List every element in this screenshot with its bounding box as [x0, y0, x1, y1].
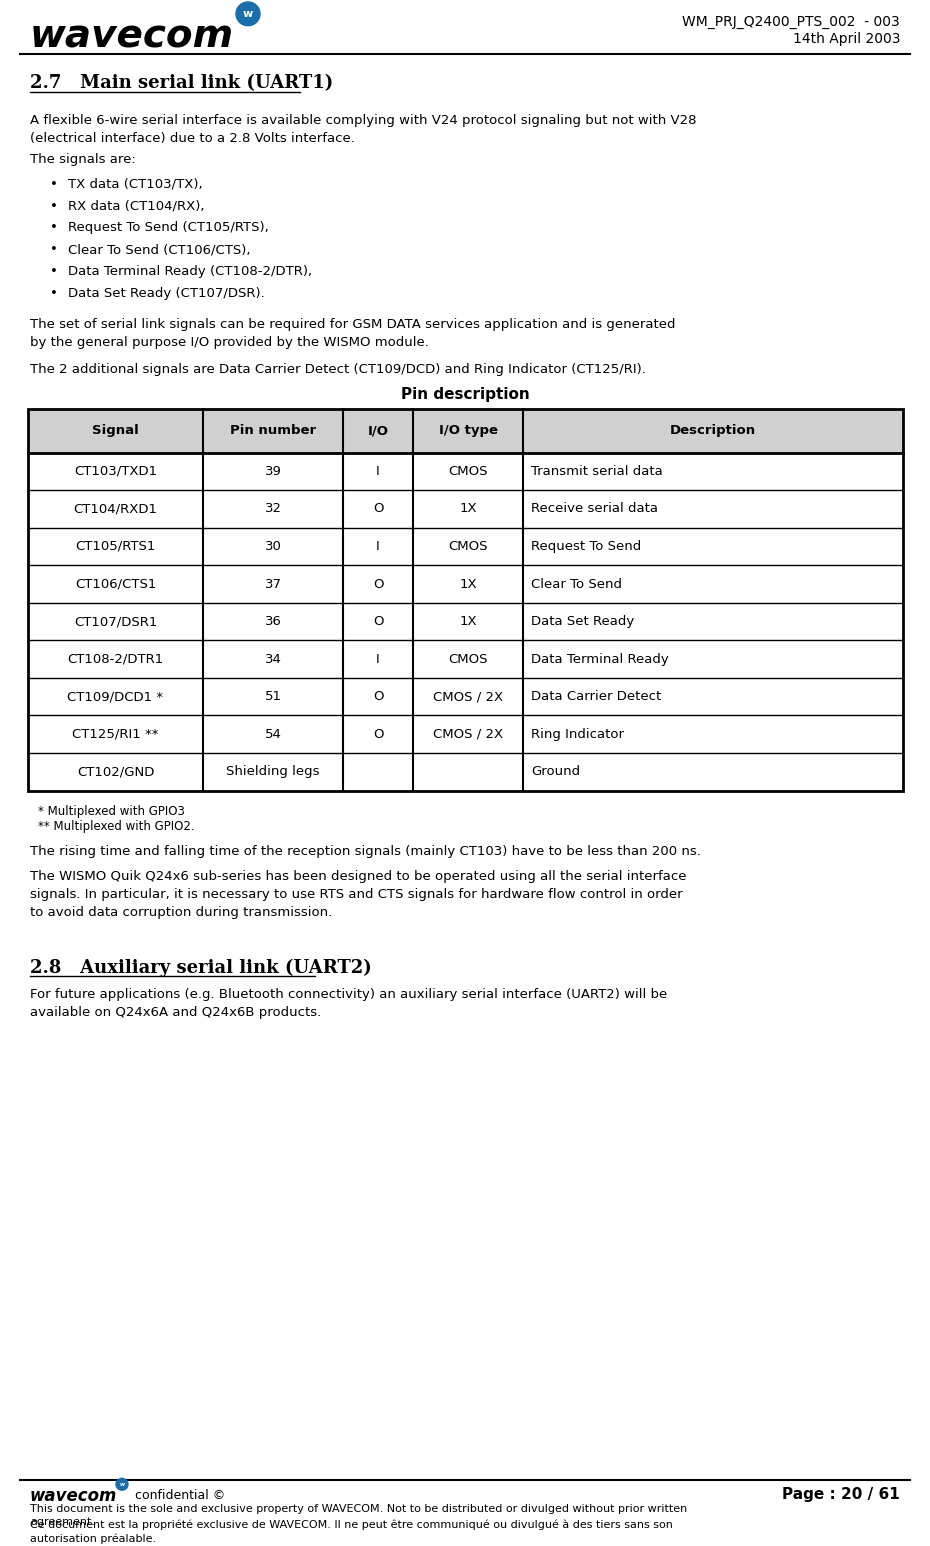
Text: Shielding legs: Shielding legs [226, 765, 320, 778]
Text: 39: 39 [264, 465, 282, 478]
Text: Ring Indicator: Ring Indicator [531, 728, 624, 741]
Text: Data Set Ready (CT107/DSR).: Data Set Ready (CT107/DSR). [68, 286, 265, 300]
Circle shape [116, 1478, 128, 1490]
Text: Clear To Send: Clear To Send [531, 578, 622, 591]
Text: CT105/RTS1: CT105/RTS1 [75, 540, 155, 553]
Text: Pin number: Pin number [230, 424, 316, 438]
Text: 1X: 1X [459, 615, 477, 628]
Text: Data Terminal Ready (CT108-2/DTR),: Data Terminal Ready (CT108-2/DTR), [68, 264, 312, 278]
Text: WM_PRJ_Q2400_PTS_002  - 003: WM_PRJ_Q2400_PTS_002 - 003 [683, 15, 900, 29]
Text: w: w [243, 9, 253, 19]
Text: Data Set Ready: Data Set Ready [531, 615, 634, 628]
Text: Request To Send: Request To Send [531, 540, 642, 553]
Text: I: I [376, 465, 379, 478]
Text: 2.8   Auxiliary serial link (UART2): 2.8 Auxiliary serial link (UART2) [30, 959, 372, 977]
Text: CMOS: CMOS [448, 465, 487, 478]
Text: 1X: 1X [459, 578, 477, 591]
Text: CT102/GND: CT102/GND [77, 765, 154, 778]
Text: Signal: Signal [92, 424, 139, 438]
Text: TX data (CT103/TX),: TX data (CT103/TX), [68, 178, 203, 190]
Text: wavecom: wavecom [30, 19, 234, 56]
Text: Ce document est la propriété exclusive de WAVECOM. Il ne peut être communiqué ou: Ce document est la propriété exclusive d… [30, 1520, 673, 1544]
Text: Request To Send (CT105/RTS),: Request To Send (CT105/RTS), [68, 221, 269, 235]
Text: 30: 30 [264, 540, 282, 553]
Text: ** Multiplexed with GPIO2.: ** Multiplexed with GPIO2. [38, 821, 194, 833]
Text: This document is the sole and exclusive property of WAVECOM. Not to be distribut: This document is the sole and exclusive … [30, 1504, 687, 1527]
Bar [28, 410, 903, 790]
Text: RX data (CT104/RX),: RX data (CT104/RX), [68, 199, 205, 213]
Text: 37: 37 [264, 578, 282, 591]
Text: O: O [373, 690, 383, 703]
Text: A flexible 6-wire serial interface is available complying with V24 protocol sign: A flexible 6-wire serial interface is av… [30, 114, 697, 145]
Text: Receive serial data: Receive serial data [531, 502, 658, 515]
Text: 34: 34 [264, 652, 282, 666]
Text: The signals are:: The signals are: [30, 153, 136, 165]
Text: CT108-2/DTR1: CT108-2/DTR1 [67, 652, 164, 666]
Text: Transmit serial data: Transmit serial data [531, 465, 663, 478]
Text: confidential ©: confidential © [135, 1489, 225, 1503]
Text: O: O [373, 728, 383, 741]
Text: O: O [373, 502, 383, 515]
Text: CMOS / 2X: CMOS / 2X [433, 728, 503, 741]
Bar [28, 410, 903, 453]
Text: Data Carrier Detect: Data Carrier Detect [531, 690, 661, 703]
Text: For future applications (e.g. Bluetooth connectivity) an auxiliary serial interf: For future applications (e.g. Bluetooth … [30, 988, 667, 1019]
Text: CT107/DSR1: CT107/DSR1 [73, 615, 157, 628]
Text: O: O [373, 615, 383, 628]
Text: w: w [119, 1481, 125, 1487]
Text: •: • [50, 199, 58, 213]
Text: 2.7   Main serial link (UART1): 2.7 Main serial link (UART1) [30, 74, 333, 93]
Text: wavecom: wavecom [30, 1487, 117, 1506]
Text: The rising time and falling time of the reception signals (mainly CT103) have to: The rising time and falling time of the … [30, 846, 701, 858]
Text: The 2 additional signals are Data Carrier Detect (CT109/DCD) and Ring Indicator : The 2 additional signals are Data Carrie… [30, 363, 645, 376]
Text: 36: 36 [264, 615, 282, 628]
Text: I: I [376, 652, 379, 666]
Text: Description: Description [670, 424, 756, 438]
Text: 32: 32 [264, 502, 282, 515]
Text: CT106/CTS1: CT106/CTS1 [74, 578, 156, 591]
Text: O: O [373, 578, 383, 591]
Text: CMOS: CMOS [448, 652, 487, 666]
Text: CMOS / 2X: CMOS / 2X [433, 690, 503, 703]
Text: CMOS: CMOS [448, 540, 487, 553]
Text: I: I [376, 540, 379, 553]
Text: •: • [50, 221, 58, 235]
Text: CT109/DCD1 *: CT109/DCD1 * [68, 690, 164, 703]
Text: Pin description: Pin description [401, 388, 529, 402]
Text: 14th April 2003: 14th April 2003 [792, 31, 900, 46]
Text: Ground: Ground [531, 765, 580, 778]
Text: •: • [50, 264, 58, 278]
Text: I/O: I/O [367, 424, 389, 438]
Text: •: • [50, 178, 58, 190]
Text: Clear To Send (CT106/CTS),: Clear To Send (CT106/CTS), [68, 243, 250, 257]
Text: The set of serial link signals can be required for GSM DATA services application: The set of serial link signals can be re… [30, 318, 675, 349]
Text: Data Terminal Ready: Data Terminal Ready [531, 652, 669, 666]
Text: CT104/RXD1: CT104/RXD1 [73, 502, 157, 515]
Text: * Multiplexed with GPIO3: * Multiplexed with GPIO3 [38, 805, 185, 818]
Text: CT125/RI1 **: CT125/RI1 ** [73, 728, 159, 741]
Circle shape [236, 2, 260, 26]
Text: •: • [50, 286, 58, 300]
Text: •: • [50, 243, 58, 257]
Text: 51: 51 [264, 690, 282, 703]
Text: 54: 54 [264, 728, 282, 741]
Text: I/O type: I/O type [439, 424, 498, 438]
Text: 1X: 1X [459, 502, 477, 515]
Text: Page : 20 / 61: Page : 20 / 61 [782, 1487, 900, 1503]
Text: CT103/TXD1: CT103/TXD1 [74, 465, 157, 478]
Text: The WISMO Quik Q24x6 sub-series has been designed to be operated using all the s: The WISMO Quik Q24x6 sub-series has been… [30, 869, 686, 918]
